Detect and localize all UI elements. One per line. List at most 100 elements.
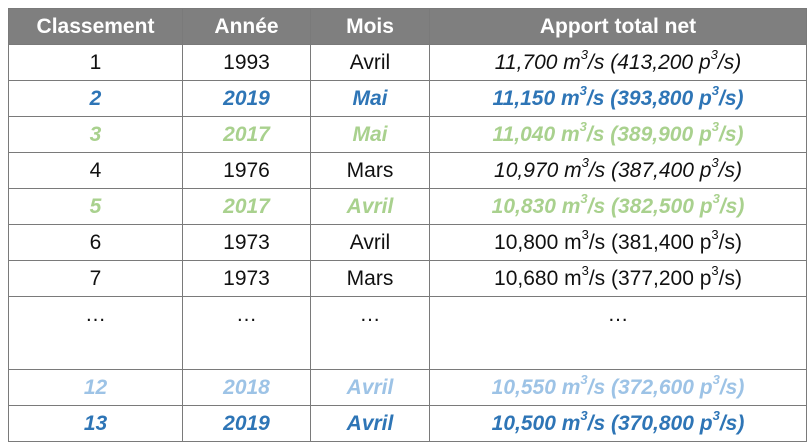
rank-cell: 1 bbox=[8, 44, 183, 81]
year-cell: 2017 bbox=[182, 116, 311, 153]
flow-value-metric: 11,700 m bbox=[494, 50, 581, 74]
table-row: 1 1993 Avril 11,700 m3/s (413,200 p3/s) bbox=[8, 44, 807, 81]
superscript-3: 3 bbox=[711, 118, 720, 134]
flow-cell: … bbox=[429, 296, 807, 370]
flow-value-metric: 10,500 m bbox=[491, 411, 581, 435]
rank-cell: 5 bbox=[8, 188, 183, 225]
year-cell: 1973 bbox=[182, 260, 311, 297]
table-row: 2 2019 Mai 11,150 m3/s (393,800 p3/s) bbox=[8, 80, 807, 117]
rank-cell: 4 bbox=[8, 152, 183, 189]
table-row: 4 1976 Mars 10,970 m3/s (387,400 p3/s) bbox=[8, 152, 807, 189]
rank-cell: 3 bbox=[8, 116, 183, 153]
flow-unit-end: /s) bbox=[719, 411, 745, 435]
rank-cell: 12 bbox=[8, 369, 183, 406]
flow-value-metric: 11,040 m bbox=[492, 122, 580, 146]
table-row: 12 2018 Avril 10,550 m3/s (372,600 p3/s) bbox=[8, 369, 807, 406]
month-cell: Avril bbox=[310, 188, 430, 225]
flow-value-imperial: /s (413,200 p bbox=[588, 50, 711, 74]
flow-unit-end: /s) bbox=[719, 86, 744, 110]
superscript-3: 3 bbox=[581, 226, 589, 242]
month-cell: Avril bbox=[310, 44, 430, 81]
rank-cell: 6 bbox=[8, 224, 183, 261]
flow-unit-end: /s) bbox=[718, 266, 742, 290]
rank-cell: 7 bbox=[8, 260, 183, 297]
flow-value-metric: 11,150 m bbox=[492, 86, 580, 110]
flow-unit-end: /s) bbox=[718, 230, 742, 254]
flow-cell: 11,040 m3/s (389,900 p3/s) bbox=[429, 116, 807, 153]
year-cell: 1973 bbox=[182, 224, 311, 261]
superscript-3: 3 bbox=[711, 262, 719, 278]
rank-cell: 2 bbox=[8, 80, 183, 117]
year-cell: 2017 bbox=[182, 188, 311, 225]
rank-cell: … bbox=[8, 296, 183, 370]
superscript-3: 3 bbox=[711, 82, 720, 98]
superscript-3: 3 bbox=[711, 154, 719, 170]
flow-cell: 10,550 m3/s (372,600 p3/s) bbox=[429, 369, 807, 406]
flow-value-imperial: /s (381,400 p bbox=[588, 230, 712, 254]
flow-value-imperial: /s (372,600 p bbox=[587, 375, 713, 399]
flow-unit-end: /s) bbox=[718, 158, 742, 182]
table-row: 3 2017 Mai 11,040 m3/s (389,900 p3/s) bbox=[8, 116, 807, 153]
superscript-3: 3 bbox=[712, 407, 720, 423]
month-cell: Mai bbox=[310, 80, 430, 117]
header-month: Mois bbox=[310, 8, 430, 45]
month-cell: Avril bbox=[310, 369, 430, 406]
superscript-3: 3 bbox=[580, 46, 589, 62]
year-cell: 1976 bbox=[182, 152, 311, 189]
table-body: 1 1993 Avril 11,700 m3/s (413,200 p3/s) 2 201… bbox=[8, 44, 807, 442]
flow-value-metric: 10,680 m bbox=[494, 266, 582, 290]
flow-unit-end: /s) bbox=[719, 194, 745, 218]
superscript-3: 3 bbox=[580, 407, 588, 423]
month-cell: Mars bbox=[310, 152, 430, 189]
superscript-3: 3 bbox=[581, 154, 589, 170]
superscript-3: 3 bbox=[579, 118, 587, 134]
ranking-table: Classement Année Mois Apport total net 1… bbox=[8, 8, 807, 442]
flow-value-imperial: /s (382,500 p bbox=[587, 194, 713, 218]
year-cell: 1993 bbox=[182, 44, 311, 81]
flow-value-metric: 10,550 m bbox=[491, 375, 581, 399]
flow-unit-end: /s) bbox=[719, 375, 745, 399]
table-row: ………… bbox=[8, 296, 807, 370]
header-rank: Classement bbox=[8, 8, 183, 45]
year-cell: 2019 bbox=[182, 405, 311, 442]
superscript-3: 3 bbox=[579, 82, 587, 98]
flow-cell: 10,500 m3/s (370,800 p3/s) bbox=[429, 405, 807, 442]
table-row: 6 1973 Avril 10,800 m3/s (381,400 p3/s) bbox=[8, 224, 807, 261]
flow-cell: 10,800 m3/s (381,400 p3/s) bbox=[429, 224, 807, 261]
month-cell: Avril bbox=[310, 405, 430, 442]
table-row: 7 1973 Mars 10,680 m3/s (377,200 p3/s) bbox=[8, 260, 807, 297]
superscript-3: 3 bbox=[711, 226, 719, 242]
flow-cell: 11,700 m3/s (413,200 p3/s) bbox=[429, 44, 807, 81]
flow-value-imperial: /s (370,800 p bbox=[587, 411, 713, 435]
flow-value-metric: 10,830 m bbox=[491, 194, 581, 218]
rank-cell: 13 bbox=[8, 405, 183, 442]
superscript-3: 3 bbox=[712, 371, 720, 387]
flow-value-imperial: /s (389,900 p bbox=[586, 122, 712, 146]
header-year: Année bbox=[182, 8, 311, 45]
flow-cell: 10,680 m3/s (377,200 p3/s) bbox=[429, 260, 807, 297]
flow-unit-end: /s) bbox=[719, 122, 744, 146]
superscript-3: 3 bbox=[580, 371, 588, 387]
superscript-3: 3 bbox=[581, 262, 589, 278]
flow-value-imperial: /s (387,400 p bbox=[588, 158, 712, 182]
month-cell: … bbox=[310, 296, 430, 370]
flow-value-imperial: /s (393,800 p bbox=[586, 86, 712, 110]
flow-cell: 10,830 m3/s (382,500 p3/s) bbox=[429, 188, 807, 225]
month-cell: Mai bbox=[310, 116, 430, 153]
year-cell: 2018 bbox=[182, 369, 311, 406]
header-row: Classement Année Mois Apport total net bbox=[8, 8, 807, 45]
superscript-3: 3 bbox=[712, 190, 720, 206]
flow-value-imperial: /s (377,200 p bbox=[588, 266, 712, 290]
flow-cell: 11,150 m3/s (393,800 p3/s) bbox=[429, 80, 807, 117]
table-row: 13 2019 Avril 10,500 m3/s (370,800 p3/s) bbox=[8, 405, 807, 442]
flow-value-metric: 10,970 m bbox=[494, 158, 582, 182]
superscript-3: 3 bbox=[710, 46, 718, 62]
year-cell: 2019 bbox=[182, 80, 311, 117]
flow-cell: 10,970 m3/s (387,400 p3/s) bbox=[429, 152, 807, 189]
header-flow: Apport total net bbox=[429, 8, 807, 45]
flow-value-metric: 10,800 m bbox=[494, 230, 582, 254]
month-cell: Avril bbox=[310, 224, 430, 261]
flow-unit-end: /s) bbox=[717, 50, 742, 74]
table-row: 5 2017 Avril 10,830 m3/s (382,500 p3/s) bbox=[8, 188, 807, 225]
year-cell: … bbox=[182, 296, 311, 370]
